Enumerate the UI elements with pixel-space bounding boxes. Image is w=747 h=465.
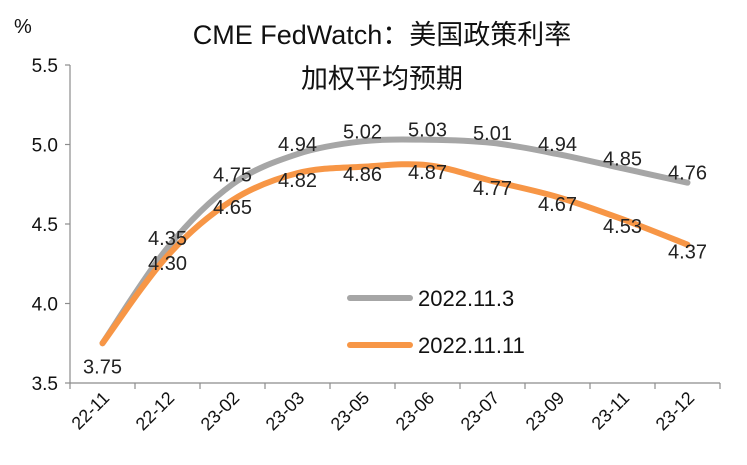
series-line-0 — [99, 136, 691, 347]
y-axis-unit: % — [14, 16, 32, 38]
data-label: 4.75 — [213, 164, 252, 186]
data-label: 4.94 — [538, 134, 577, 156]
y-tick-label: 5.0 — [32, 136, 58, 157]
x-tick-label: 23-06 — [392, 388, 439, 435]
data-label: 4.35 — [148, 228, 187, 250]
data-label: 4.37 — [668, 242, 707, 264]
x-tick-label: 22-12 — [132, 388, 179, 435]
x-tick-label: 23-11 — [588, 388, 634, 434]
y-tick-label: 3.5 — [32, 374, 58, 395]
data-label: 4.82 — [278, 170, 317, 192]
data-label: 5.02 — [343, 121, 382, 143]
series-line-1 — [99, 161, 691, 347]
data-label: 3.75 — [83, 356, 122, 378]
data-label: 4.85 — [603, 148, 642, 170]
y-tick-label: 4.5 — [32, 215, 58, 236]
data-label: 4.77 — [473, 178, 512, 200]
data-label: 4.94 — [278, 134, 317, 156]
chart-title-line2: 加权平均预期 — [301, 64, 463, 94]
legend-label-1: 2022.11.11 — [418, 333, 525, 358]
x-tick-label: 22-11 — [68, 388, 114, 434]
data-label: 4.65 — [213, 197, 252, 219]
data-label: 4.76 — [668, 163, 707, 185]
data-label: 4.86 — [343, 164, 382, 186]
data-label: 5.03 — [408, 120, 447, 142]
x-tick-label: 23-03 — [262, 388, 309, 435]
y-tick-label: 5.5 — [32, 56, 58, 77]
data-label: 4.30 — [148, 253, 187, 275]
x-tick-label: 23-02 — [197, 388, 244, 435]
x-tick-label: 23-09 — [522, 388, 569, 435]
data-label: 4.53 — [603, 216, 642, 238]
legend-label-0: 2022.11.3 — [418, 286, 514, 311]
data-label: 4.67 — [538, 194, 577, 216]
data-label: 5.01 — [473, 123, 512, 145]
x-tick-label: 23-07 — [457, 388, 504, 435]
data-label: 4.87 — [408, 162, 447, 184]
x-tick-label: 23-12 — [652, 388, 699, 435]
y-tick-label: 4.0 — [32, 295, 58, 316]
x-tick-label: 23-05 — [327, 388, 374, 435]
chart-title-line1: CME FedWatch：美国政策利率 — [193, 20, 572, 50]
